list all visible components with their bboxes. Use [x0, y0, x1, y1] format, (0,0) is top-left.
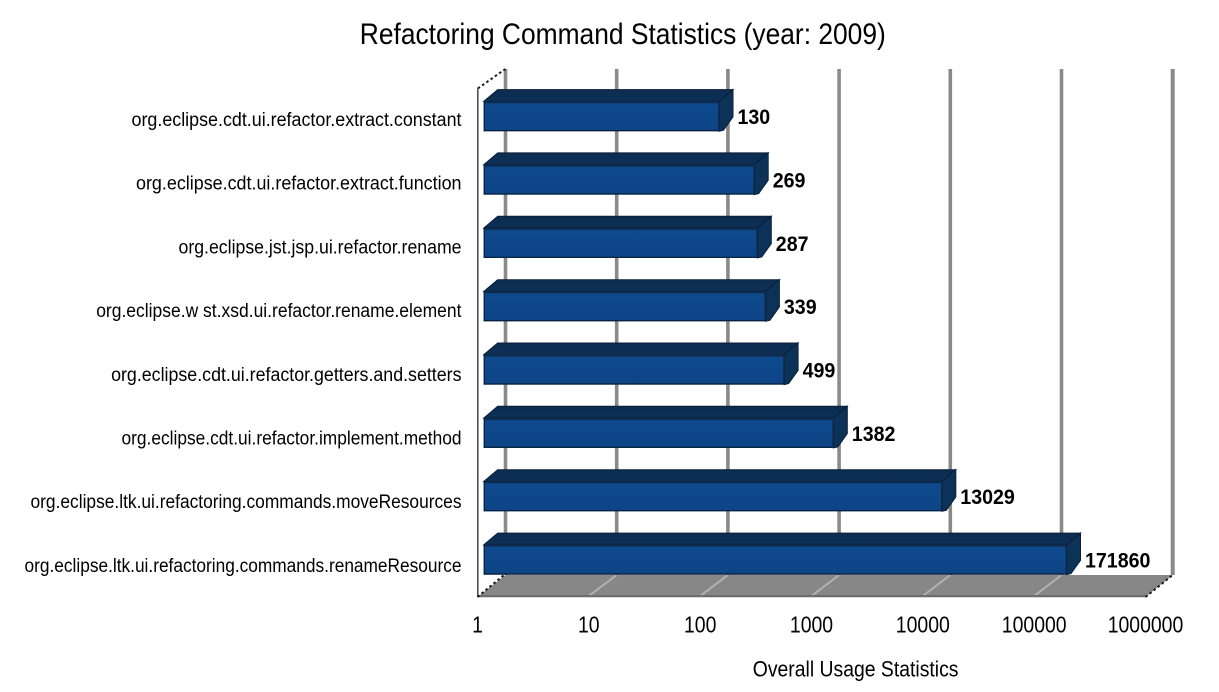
svg-text:org.eclipse.w st.xsd.ui.refact: org.eclipse.w st.xsd.ui.refactor.rename.… — [96, 301, 462, 322]
svg-text:1000: 1000 — [790, 612, 833, 638]
svg-text:1382: 1382 — [852, 422, 896, 446]
svg-text:1: 1 — [472, 612, 483, 638]
svg-text:org.eclipse.cdt.ui.refactor.ex: org.eclipse.cdt.ui.refactor.extract.cons… — [132, 110, 463, 131]
svg-text:499: 499 — [803, 359, 836, 383]
svg-text:org.eclipse.ltk.ui.refactoring: org.eclipse.ltk.ui.refactoring.commands.… — [31, 492, 462, 513]
svg-text:org.eclipse.cdt.ui.refactor.im: org.eclipse.cdt.ui.refactor.implement.me… — [122, 429, 462, 450]
svg-text:Refactoring Command Statistics: Refactoring Command Statistics (year: 20… — [360, 18, 886, 51]
svg-text:org.eclipse.ltk.ui.refactoring: org.eclipse.ltk.ui.refactoring.commands.… — [25, 556, 462, 577]
svg-text:13029: 13029 — [960, 485, 1015, 509]
svg-text:339: 339 — [784, 295, 817, 319]
svg-text:171860: 171860 — [1085, 549, 1150, 573]
svg-text:100000: 100000 — [1002, 612, 1067, 638]
svg-text:1000000: 1000000 — [1108, 612, 1184, 638]
svg-text:10: 10 — [578, 612, 600, 638]
svg-text:org.eclipse.cdt.ui.refactor.ge: org.eclipse.cdt.ui.refactor.getters.and.… — [111, 365, 461, 386]
svg-text:100: 100 — [684, 612, 716, 638]
svg-text:Overall Usage Statistics: Overall Usage Statistics — [753, 657, 959, 682]
svg-text:10000: 10000 — [896, 612, 950, 638]
svg-text:287: 287 — [776, 232, 809, 256]
svg-text:130: 130 — [738, 105, 771, 129]
svg-text:269: 269 — [773, 169, 806, 193]
svg-text:org.eclipse.jst.jsp.ui.refacto: org.eclipse.jst.jsp.ui.refactor.rename — [179, 237, 462, 258]
svg-text:org.eclipse.cdt.ui.refactor.ex: org.eclipse.cdt.ui.refactor.extract.func… — [136, 174, 462, 195]
